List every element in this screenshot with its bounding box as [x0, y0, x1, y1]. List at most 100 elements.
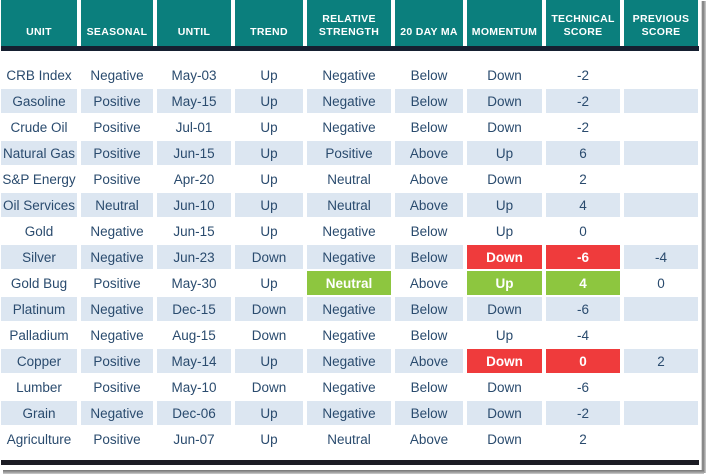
cell: Copper	[1, 349, 77, 373]
cell: 4	[546, 193, 620, 217]
cell: May-14	[157, 349, 231, 373]
cell: Positive	[81, 427, 153, 451]
cell: Negative	[307, 63, 391, 87]
cell: Down	[467, 245, 542, 269]
cell: Negative	[307, 115, 391, 139]
cell: Below	[395, 115, 463, 139]
cell	[624, 427, 698, 451]
cell: Up	[235, 115, 303, 139]
cell: Neutral	[307, 427, 391, 451]
cell: Below	[395, 323, 463, 347]
cell: Jul-01	[157, 115, 231, 139]
table-row: Oil Services Neutral Jun-10 Up Neutral Above U…	[1, 193, 699, 217]
cell: Below	[395, 89, 463, 113]
cell: Negative	[81, 245, 153, 269]
cell: Up	[235, 271, 303, 295]
cell: Above	[395, 141, 463, 165]
cell: -6	[546, 245, 620, 269]
cell	[624, 375, 698, 399]
cell: Jun-10	[157, 193, 231, 217]
cell: Palladium	[1, 323, 77, 347]
cell: Negative	[81, 297, 153, 321]
cell: Negative	[307, 297, 391, 321]
cell: 2	[546, 167, 620, 191]
column-header: UNTIL	[157, 0, 231, 46]
cell: Grain	[1, 401, 77, 425]
cell: Negative	[307, 219, 391, 243]
cell: Neutral	[307, 193, 391, 217]
cell	[624, 141, 698, 165]
cell: -2	[546, 63, 620, 87]
cell: Up	[467, 219, 542, 243]
cell: Neutral	[307, 167, 391, 191]
cell	[624, 63, 698, 87]
cell: Up	[467, 271, 542, 295]
cell: -2	[546, 89, 620, 113]
cell: Negative	[81, 219, 153, 243]
cell: Down	[467, 167, 542, 191]
cell: May-15	[157, 89, 231, 113]
cell: 4	[546, 271, 620, 295]
cell: Positive	[307, 141, 391, 165]
table-row: Natural Gas Positive Jun-15 Up Positive Above…	[1, 141, 699, 165]
cell: Positive	[81, 141, 153, 165]
cell: Negative	[307, 89, 391, 113]
table-body: CRB Index Negative May-03 Up Negative Below Do…	[1, 63, 699, 451]
cell: Down	[467, 427, 542, 451]
cell: Up	[235, 219, 303, 243]
cell: Aug-15	[157, 323, 231, 347]
cell: Up	[235, 167, 303, 191]
cell: Up	[467, 141, 542, 165]
cell: May-03	[157, 63, 231, 87]
cell: Down	[467, 297, 542, 321]
frame-shadow-bottom	[3, 470, 704, 474]
cell: Jun-07	[157, 427, 231, 451]
table-row: Silver Negative Jun-23 Down Negative Below Dow…	[1, 245, 699, 269]
cell: Negative	[307, 349, 391, 373]
column-header: RELATIVE STRENGTH	[307, 0, 391, 46]
column-header: TREND	[235, 0, 303, 46]
cell	[624, 297, 698, 321]
cell: Negative	[81, 401, 153, 425]
cell: Positive	[81, 349, 153, 373]
table-row: Crude Oil Positive Jul-01 Up Negative Below Do…	[1, 115, 699, 139]
cell: Down	[235, 297, 303, 321]
cell: 6	[546, 141, 620, 165]
cell: Positive	[81, 89, 153, 113]
cell: 0	[624, 271, 698, 295]
table-row: Grain Negative Dec-06 Up Negative Below Down -2	[1, 401, 699, 425]
table-row: Copper Positive May-14 Up Negative Above Down 0…	[1, 349, 699, 373]
cell: Below	[395, 245, 463, 269]
header-spacer	[1, 51, 699, 63]
cell: Positive	[81, 271, 153, 295]
table-row: CRB Index Negative May-03 Up Negative Below Do…	[1, 63, 699, 87]
cell: Positive	[81, 375, 153, 399]
cell: Positive	[81, 115, 153, 139]
cell: Below	[395, 375, 463, 399]
column-header: SEASONAL	[81, 0, 153, 46]
column-header: PREVIOUS SCORE	[624, 0, 698, 46]
cell: Up	[235, 427, 303, 451]
cell: Negative	[307, 323, 391, 347]
cell: Platinum	[1, 297, 77, 321]
frame-shadow-right	[701, 1, 706, 473]
cell: Neutral	[81, 193, 153, 217]
cell: Natural Gas	[1, 141, 77, 165]
cell: Below	[395, 63, 463, 87]
cell: Above	[395, 167, 463, 191]
cell: Negative	[307, 401, 391, 425]
cell: Down	[467, 349, 542, 373]
cell: Negative	[307, 375, 391, 399]
table-row: Gasoline Positive May-15 Up Negative Below Dow…	[1, 89, 699, 113]
cell: Jun-15	[157, 141, 231, 165]
cell: Up	[467, 323, 542, 347]
cell: CRB Index	[1, 63, 77, 87]
cell: Positive	[81, 167, 153, 191]
cell: Oil Services	[1, 193, 77, 217]
cell	[624, 115, 698, 139]
cell: Up	[467, 193, 542, 217]
cell: May-10	[157, 375, 231, 399]
cell: Up	[235, 89, 303, 113]
cell: Dec-15	[157, 297, 231, 321]
cell: Apr-20	[157, 167, 231, 191]
